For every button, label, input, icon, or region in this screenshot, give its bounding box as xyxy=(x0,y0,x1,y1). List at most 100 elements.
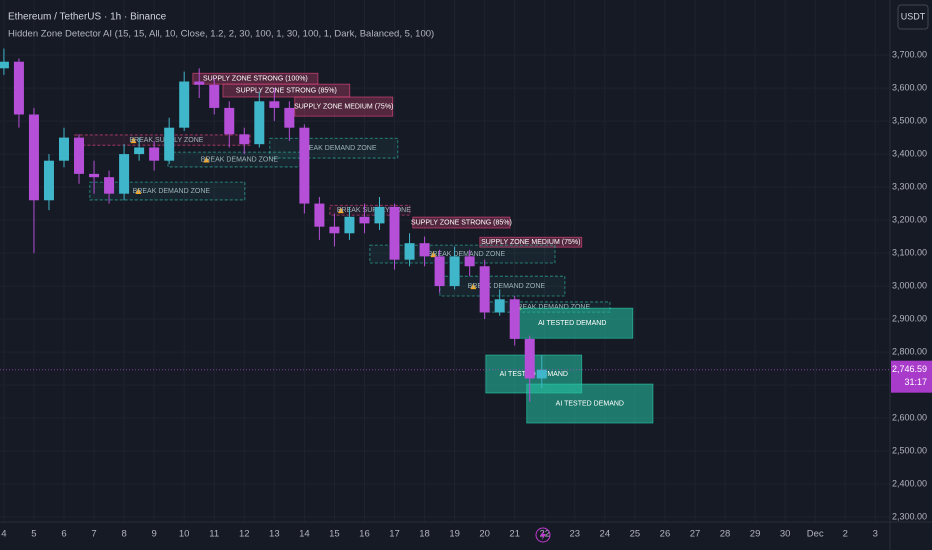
candle-body xyxy=(164,127,175,161)
candles xyxy=(0,48,547,402)
x-tick-label: 11 xyxy=(209,529,219,540)
event-icon-bolt xyxy=(540,530,546,540)
zone-label: BREAK DEMAND ZONE xyxy=(428,251,506,258)
x-tick-label: 25 xyxy=(630,529,641,540)
x-tick-label: 28 xyxy=(720,529,731,540)
chart-title: Ethereum / TetherUS · 1h · Binance xyxy=(8,12,167,23)
zone-label: SUPPLY ZONE MEDIUM (75%) xyxy=(481,239,580,246)
candle-body xyxy=(509,299,520,339)
x-tick-label: 13 xyxy=(269,529,280,540)
y-tick-label: 2,400.00 xyxy=(892,478,927,488)
x-tick-label: 7 xyxy=(91,529,96,540)
warning-icon xyxy=(337,207,344,214)
candle-body xyxy=(104,177,115,194)
warning-icon xyxy=(470,283,477,290)
candle-body xyxy=(89,173,100,178)
zone-label: BREAK DEMAND ZONE xyxy=(133,188,211,195)
y-tick-label: 2,800.00 xyxy=(892,346,927,356)
candle-body xyxy=(284,107,295,128)
x-tick-label: 24 xyxy=(600,529,611,540)
zones: SUPPLY ZONE STRONG (100%) SUPPLY ZONE STR… xyxy=(74,72,654,424)
zone-label: BREAK SUPPLY ZONE xyxy=(337,207,411,214)
x-tick-label: Dec xyxy=(807,529,824,540)
candle-body xyxy=(194,81,205,85)
candle-body xyxy=(524,338,535,379)
x-tick-label: 5 xyxy=(31,529,36,540)
x-tick-label: 9 xyxy=(151,529,156,540)
zone-box xyxy=(526,383,654,424)
x-tick-label: 15 xyxy=(329,529,340,540)
zone-label: AI TESTED DEMAND xyxy=(556,400,624,407)
zone-label: BREAK DEMAND ZONE xyxy=(201,156,279,163)
grid xyxy=(0,0,890,522)
candle-body xyxy=(43,160,54,201)
y-tick-label: 2,600.00 xyxy=(892,412,927,422)
y-tick-label: 2,900.00 xyxy=(892,313,927,323)
candle-body xyxy=(224,107,235,135)
x-tick-label: 29 xyxy=(750,529,761,540)
warning-icon xyxy=(203,156,210,163)
candle-body xyxy=(239,134,250,145)
axes: 2,300.002,400.002,500.002,600.002,700.00… xyxy=(0,49,932,540)
x-tick-label: 18 xyxy=(419,529,430,540)
candle-body xyxy=(536,369,547,379)
candle-body xyxy=(419,243,430,257)
candle-body xyxy=(13,61,24,115)
y-tick-label: 3,700.00 xyxy=(892,49,927,59)
zone-label: BREAK DEMAND ZONE xyxy=(299,145,377,152)
zone-label: SUPPLY ZONE MEDIUM (75%) xyxy=(294,103,393,110)
y-tick-label: 3,600.00 xyxy=(892,82,927,92)
x-tick-label: 20 xyxy=(479,529,490,540)
x-tick-label: 23 xyxy=(570,529,581,540)
candle-body xyxy=(134,147,145,155)
last-price-label: 2,746.59 xyxy=(892,364,927,374)
y-tick-label: 3,000.00 xyxy=(892,280,927,290)
x-tick-label: 27 xyxy=(690,529,701,540)
x-tick-label: 8 xyxy=(121,529,126,540)
y-tick-label: 3,200.00 xyxy=(892,214,927,224)
x-tick-label: 10 xyxy=(179,529,190,540)
candle-body xyxy=(374,206,385,224)
y-tick-label: 2,300.00 xyxy=(892,511,927,521)
x-tick-label: 17 xyxy=(389,529,400,540)
x-tick-label: 6 xyxy=(61,529,66,540)
zone-label: BREAK DEMAND ZONE xyxy=(513,304,591,311)
x-tick-label: 14 xyxy=(299,529,310,540)
candle-body xyxy=(119,154,130,194)
zone-box xyxy=(294,96,394,117)
y-tick-label: 3,100.00 xyxy=(892,247,927,257)
candle-body xyxy=(74,137,85,174)
candle-body xyxy=(209,84,220,108)
x-tick-label: 30 xyxy=(780,529,791,540)
warning-icon xyxy=(130,137,137,144)
x-tick-label: 2 xyxy=(843,529,848,540)
y-tick-label: 3,400.00 xyxy=(892,148,927,158)
last-price-tag xyxy=(891,360,932,393)
countdown-label: 31:17 xyxy=(904,377,927,387)
zone-box xyxy=(329,204,411,216)
event-icon[interactable] xyxy=(535,527,551,543)
y-tick-label: 3,500.00 xyxy=(892,115,927,125)
candle-body xyxy=(59,137,70,161)
zone-box xyxy=(412,216,511,229)
zone-box xyxy=(479,236,583,248)
x-tick-label: 16 xyxy=(359,529,370,540)
candle-body xyxy=(179,81,190,128)
indicator-label: Hidden Zone Detector AI (15, 15, All, 10… xyxy=(8,29,434,40)
zone-label: SUPPLY ZONE STRONG (85%) xyxy=(411,219,512,226)
candle-body xyxy=(434,256,445,287)
currency-button[interactable] xyxy=(897,4,929,30)
candle-body xyxy=(0,61,9,69)
x-tick-label: 19 xyxy=(449,529,460,540)
x-tick-label: 3 xyxy=(873,529,878,540)
candle-body xyxy=(404,243,415,260)
x-tick-label: 21 xyxy=(509,529,520,540)
candle-body xyxy=(449,256,460,287)
candle-body xyxy=(314,203,325,227)
zone-label: SUPPLY ZONE STRONG (85%) xyxy=(236,87,337,94)
currency-button-label[interactable]: USDT xyxy=(901,11,926,21)
x-tick-label: 26 xyxy=(660,529,671,540)
